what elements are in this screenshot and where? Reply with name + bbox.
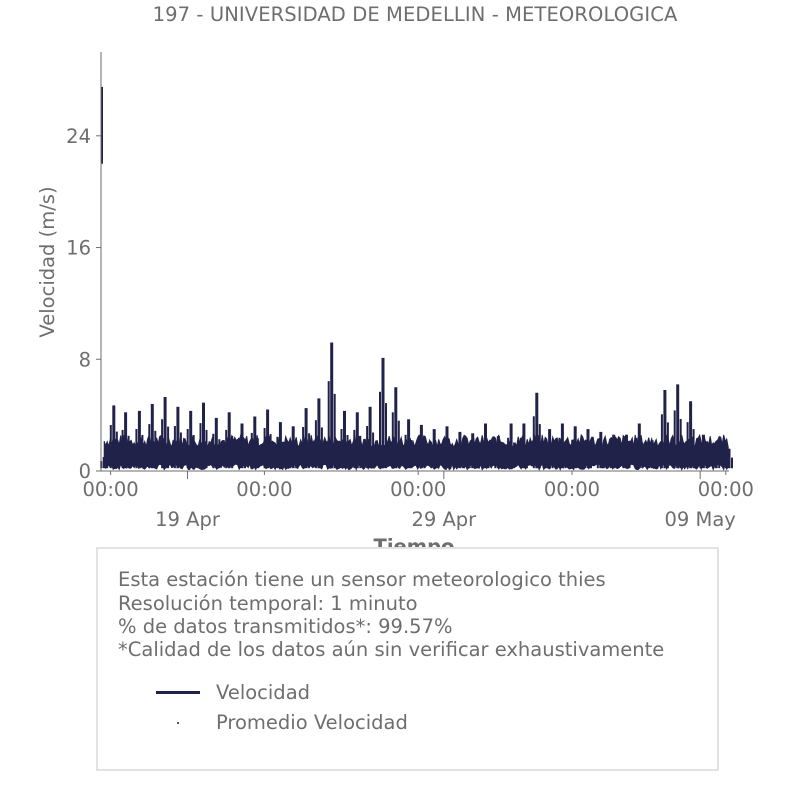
y-tick-label: 0 xyxy=(79,460,91,483)
x-major-tick-label: 09 May xyxy=(664,508,735,531)
x-minor-tick-label: 00:00 xyxy=(390,478,446,501)
x-minor-tick-label: 00:00 xyxy=(698,478,754,501)
series-velocidad-band xyxy=(103,433,729,472)
x-minor-tick-label: 00:00 xyxy=(236,478,292,501)
legend-item-promedio: Promedio Velocidad xyxy=(156,710,408,734)
legend-line-swatch xyxy=(156,680,200,704)
legend-label-velocidad: Velocidad xyxy=(216,680,311,704)
legend-label-promedio: Promedio Velocidad xyxy=(216,710,408,734)
info-transmitted-text: % de datos transmitidos*: 99.57% xyxy=(118,615,453,638)
legend-item-velocidad: Velocidad xyxy=(156,680,310,704)
y-tick-label: 8 xyxy=(79,348,91,371)
x-minor-tick-label: 00:00 xyxy=(83,478,139,501)
info-station-text: Esta estación tiene un sensor meteorolog… xyxy=(118,568,606,591)
chart-title: 197 - UNIVERSIDAD DE MEDELLIN - METEOROL… xyxy=(152,3,678,26)
ticks-layer: 0 8 16 24 00:00 00:00 00:00 00:00 00:00 19 Apr 29 … xyxy=(66,125,754,531)
x-major-tick-label: 29 Apr xyxy=(411,508,477,531)
legend-dot-swatch xyxy=(156,710,200,734)
info-quality-note: *Calidad de los datos aún sin verificar … xyxy=(118,638,665,661)
y-axis-label: Velocidad (m/s) xyxy=(36,186,59,337)
y-tick-label: 24 xyxy=(66,125,91,148)
x-major-tick-label: 19 Apr xyxy=(155,508,221,531)
info-box: Esta estación tiene un sensor meteorolog… xyxy=(96,547,719,771)
series-layer xyxy=(100,86,733,472)
x-minor-tick-label: 00:00 xyxy=(544,478,600,501)
y-tick-label: 16 xyxy=(66,237,91,260)
info-resolution-text: Resolución temporal: 1 minuto xyxy=(118,592,418,615)
axes-layer xyxy=(100,52,729,472)
